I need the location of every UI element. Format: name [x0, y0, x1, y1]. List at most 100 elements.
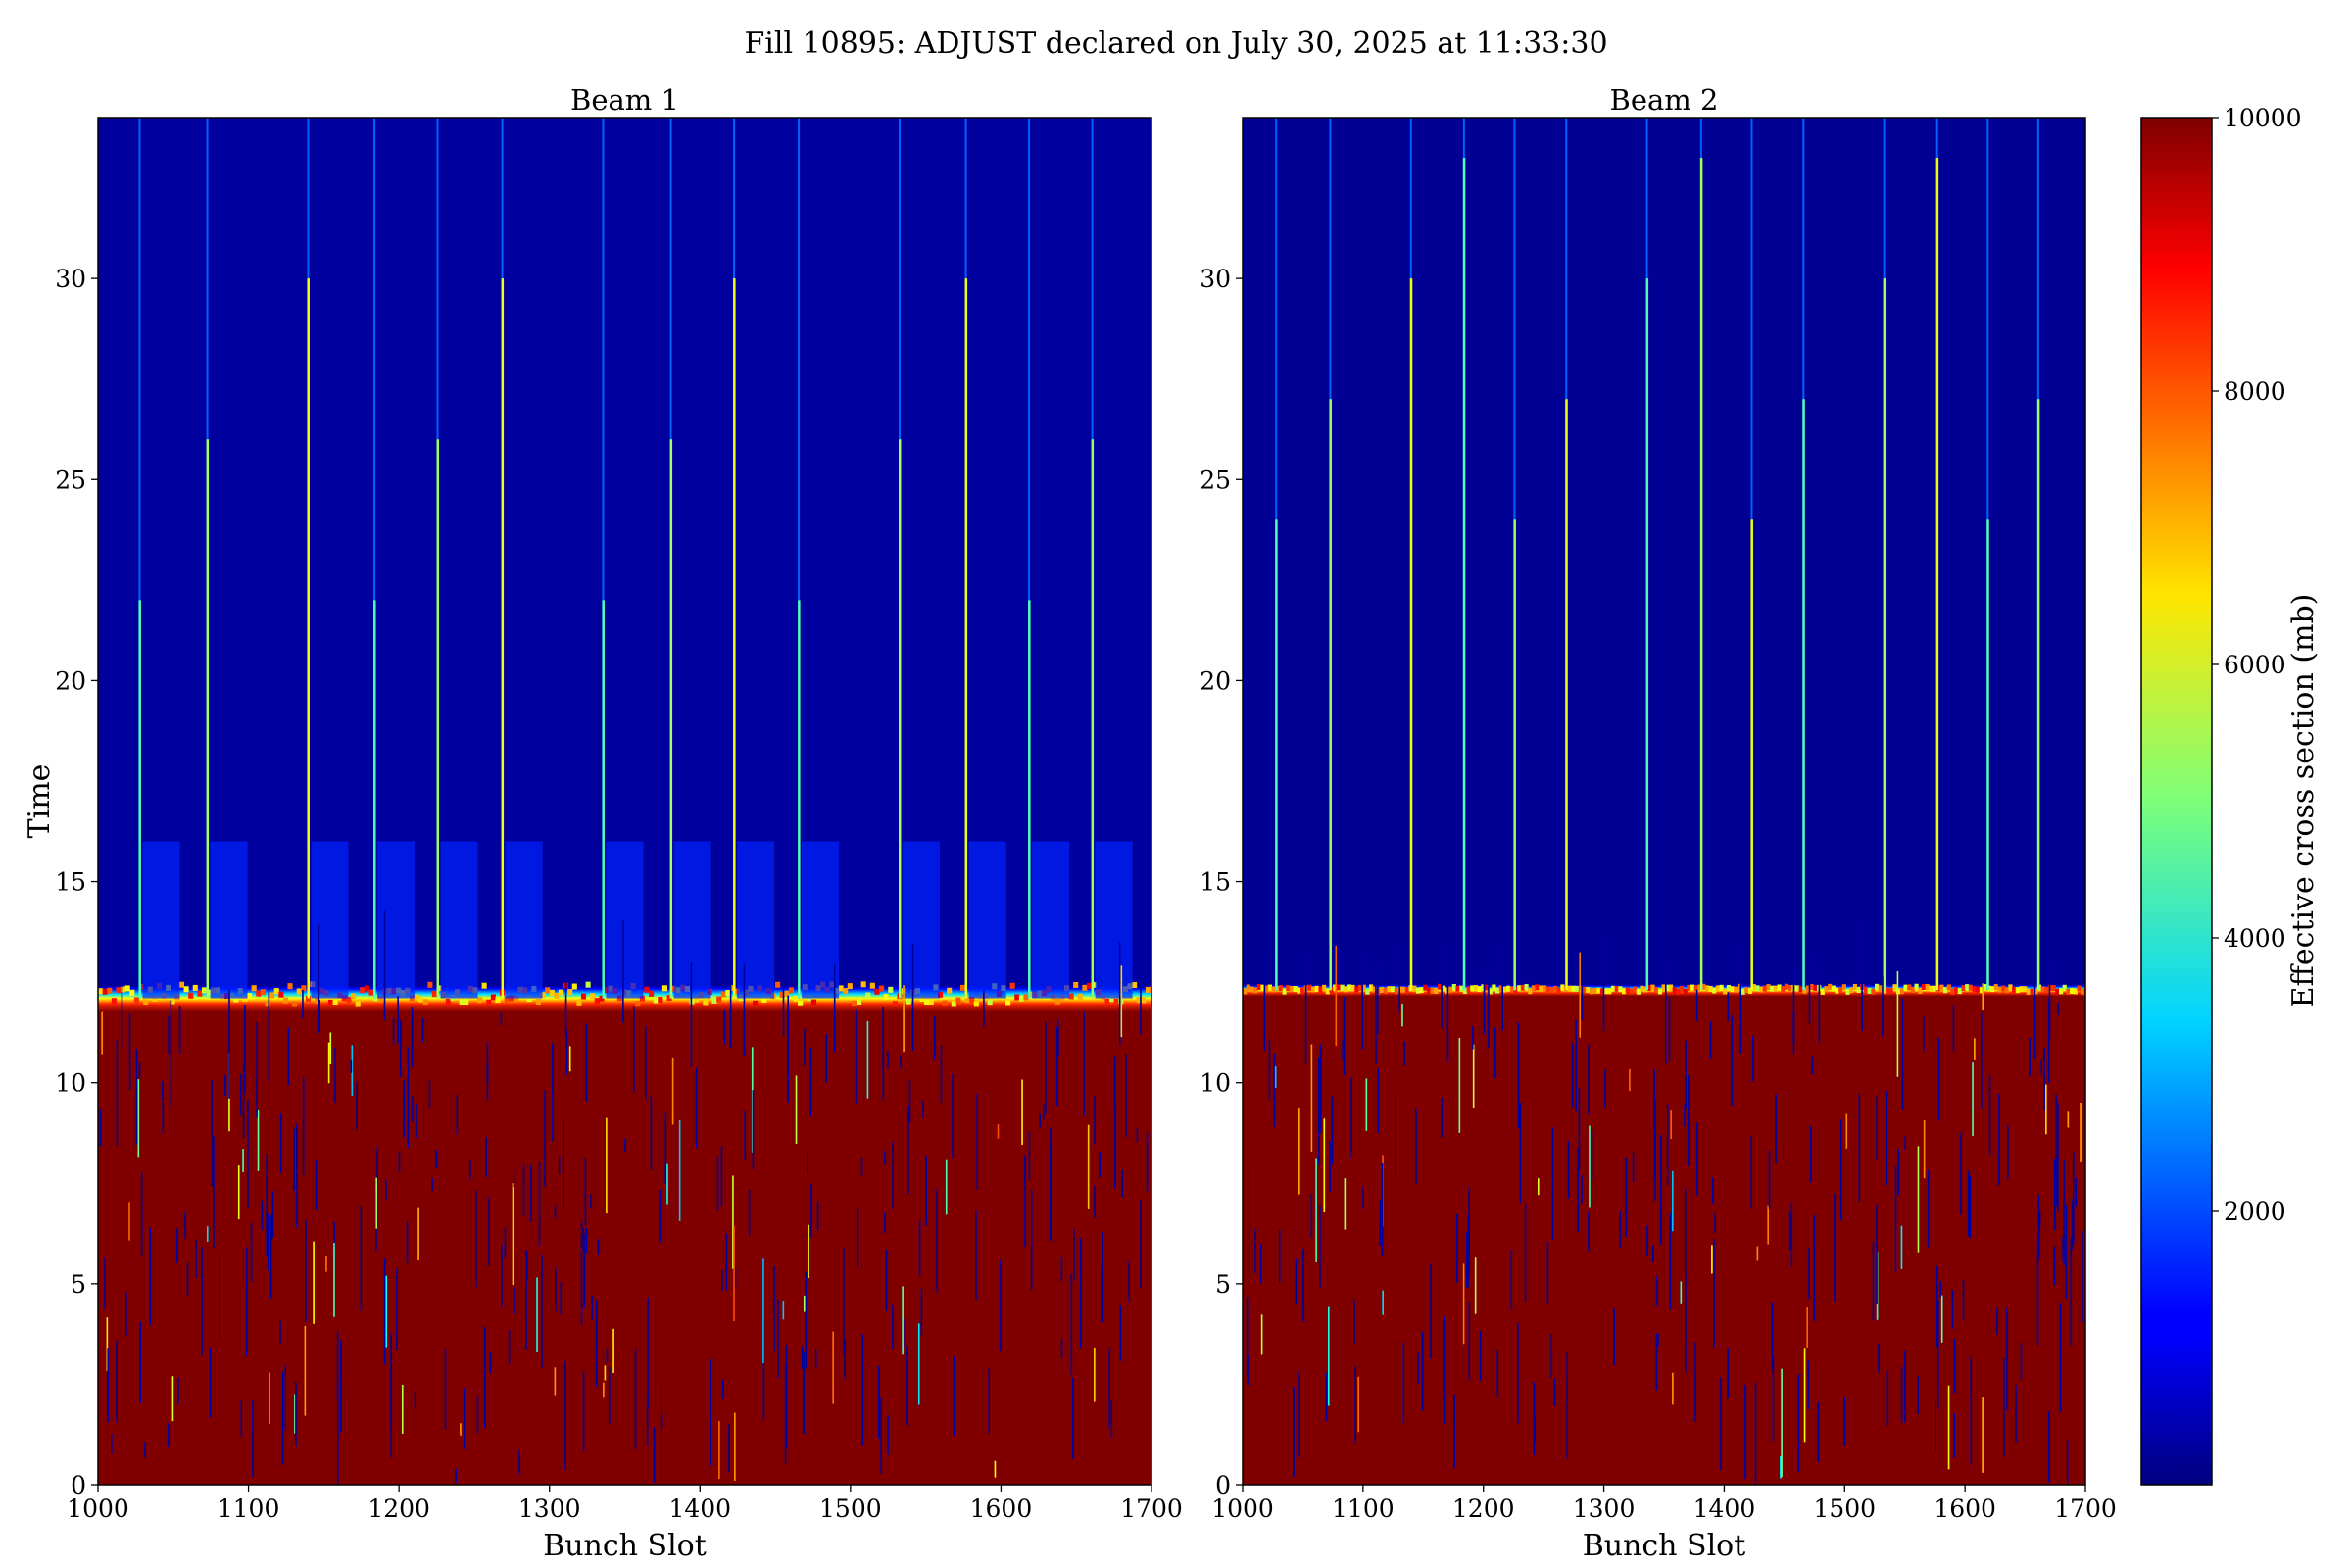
speckle-streak [632, 1006, 635, 1093]
speckle-streak [242, 1149, 244, 1172]
boundary-cell [1784, 983, 1789, 990]
boundary-cell [1740, 988, 1745, 995]
boundary-cell [2023, 986, 2028, 993]
boundary-cell [256, 990, 262, 997]
speckle-streak [1298, 1371, 1300, 1457]
boundary-cell [973, 1001, 979, 1007]
speckle-streak [1468, 1302, 1471, 1381]
boundary-cell [1451, 984, 1456, 991]
boundary-cell [1307, 984, 1312, 991]
boundary-cell [1150, 986, 1152, 993]
speckle-streak [1128, 1260, 1130, 1302]
boundary-cell [1925, 984, 1930, 991]
boundary-cell [1448, 986, 1453, 993]
boundary-cell [1824, 986, 1829, 993]
boundary-cell [1311, 986, 1316, 993]
speckle-streak [1669, 1212, 1672, 1310]
boundary-cell [874, 988, 880, 995]
speckle-streak [2006, 1307, 2008, 1411]
speckle-streak [240, 1073, 242, 1116]
panel-title: Beam 1 [570, 83, 679, 117]
speckle-streak [313, 1241, 315, 1324]
speckle-streak [1042, 1103, 1045, 1120]
boundary-cell [865, 992, 871, 999]
boundary-cell [2062, 984, 2067, 991]
speckle-streak [1685, 1273, 1687, 1373]
speckle-streak [1672, 1372, 1674, 1405]
speckle-streak [302, 989, 304, 1019]
boundary-cell [315, 997, 320, 1004]
speckle-streak [1443, 1316, 1446, 1424]
speckle-streak [809, 1048, 812, 1117]
boundary-cell [1957, 988, 1962, 995]
speckle-streak [2034, 976, 2036, 1059]
speckle-streak [1056, 1026, 1058, 1107]
x-tick-label: 1000 [1211, 1494, 1274, 1523]
speckle-streak [803, 1295, 806, 1312]
boundary-cell [969, 996, 975, 1003]
boundary-cell [2008, 984, 2013, 991]
speckle-streak [318, 1000, 320, 1031]
boundary-cell [1404, 987, 1410, 994]
speckle-streak [773, 1266, 775, 1352]
boundary-cell [1798, 986, 1803, 993]
boundary-cell [2015, 987, 2020, 994]
boundary-cell [1646, 984, 1651, 991]
speckle-streak [356, 1081, 358, 1130]
boundary-cell [1852, 983, 1858, 990]
speckle-streak [1727, 1348, 1729, 1399]
speckle-streak [597, 1239, 600, 1255]
speckle-streak [1808, 955, 1811, 1024]
boundary-cell [1426, 987, 1432, 994]
boundary-cell [1863, 986, 1869, 993]
boundary-cell [1415, 987, 1421, 994]
boundary-cell [270, 992, 275, 999]
boundary-cell [1141, 997, 1147, 1004]
speckle-streak [1672, 1170, 1674, 1232]
speckle-streak [718, 1421, 720, 1480]
speckle-streak [1114, 1104, 1116, 1189]
speckle-streak [1298, 1108, 1300, 1195]
speckle-streak [1953, 1412, 1956, 1458]
speckle-streak [211, 1079, 213, 1187]
boundary-cell [1289, 986, 1295, 993]
speckle-streak [729, 981, 732, 1049]
x-tick-label: 1700 [1120, 1494, 1183, 1523]
speckle-streak [398, 1152, 401, 1173]
boundary-cell [1132, 982, 1138, 989]
speckle-streak [1335, 945, 1338, 1047]
boundary-cell [1545, 986, 1550, 993]
boundary-cell [287, 983, 293, 990]
speckle-streak [2080, 1102, 2082, 1162]
speckle-streak [832, 1331, 834, 1404]
speckle-streak [1039, 1113, 1041, 1128]
train-halo [737, 841, 775, 999]
speckle-streak [744, 1110, 747, 1161]
speckle-streak [271, 1191, 274, 1239]
speckle-streak [1146, 1132, 1149, 1192]
boundary-cell [1914, 983, 1919, 990]
boundary-cell [1759, 986, 1764, 993]
speckle-streak [1496, 1350, 1499, 1397]
boundary-cell [540, 992, 546, 999]
boundary-cell [1466, 986, 1471, 993]
colorbar-label: Effective cross section (mb) [2286, 594, 2321, 1008]
boundary-cell [1968, 984, 1974, 991]
boundary-cell [1344, 986, 1348, 993]
boundary-cell [847, 983, 853, 990]
boundary-cell [1993, 984, 1998, 991]
speckle-streak [1811, 1056, 1814, 1075]
speckle-streak [257, 1110, 260, 1171]
speckle-streak [975, 1210, 977, 1301]
speckle-streak [1806, 1307, 1808, 1348]
boundary-cell [1903, 984, 1908, 991]
colorbar-tick-label: 4000 [2224, 924, 2286, 953]
speckle-streak [1247, 1355, 1249, 1386]
speckle-streak [1493, 1035, 1495, 1053]
boundary-cell [658, 997, 663, 1004]
boundary-cell [260, 989, 266, 996]
boundary-cell [892, 1001, 898, 1007]
speckle-streak [1653, 1069, 1655, 1182]
boundary-cell [242, 995, 248, 1002]
x-axis-label: Bunch Slot [543, 1529, 707, 1563]
